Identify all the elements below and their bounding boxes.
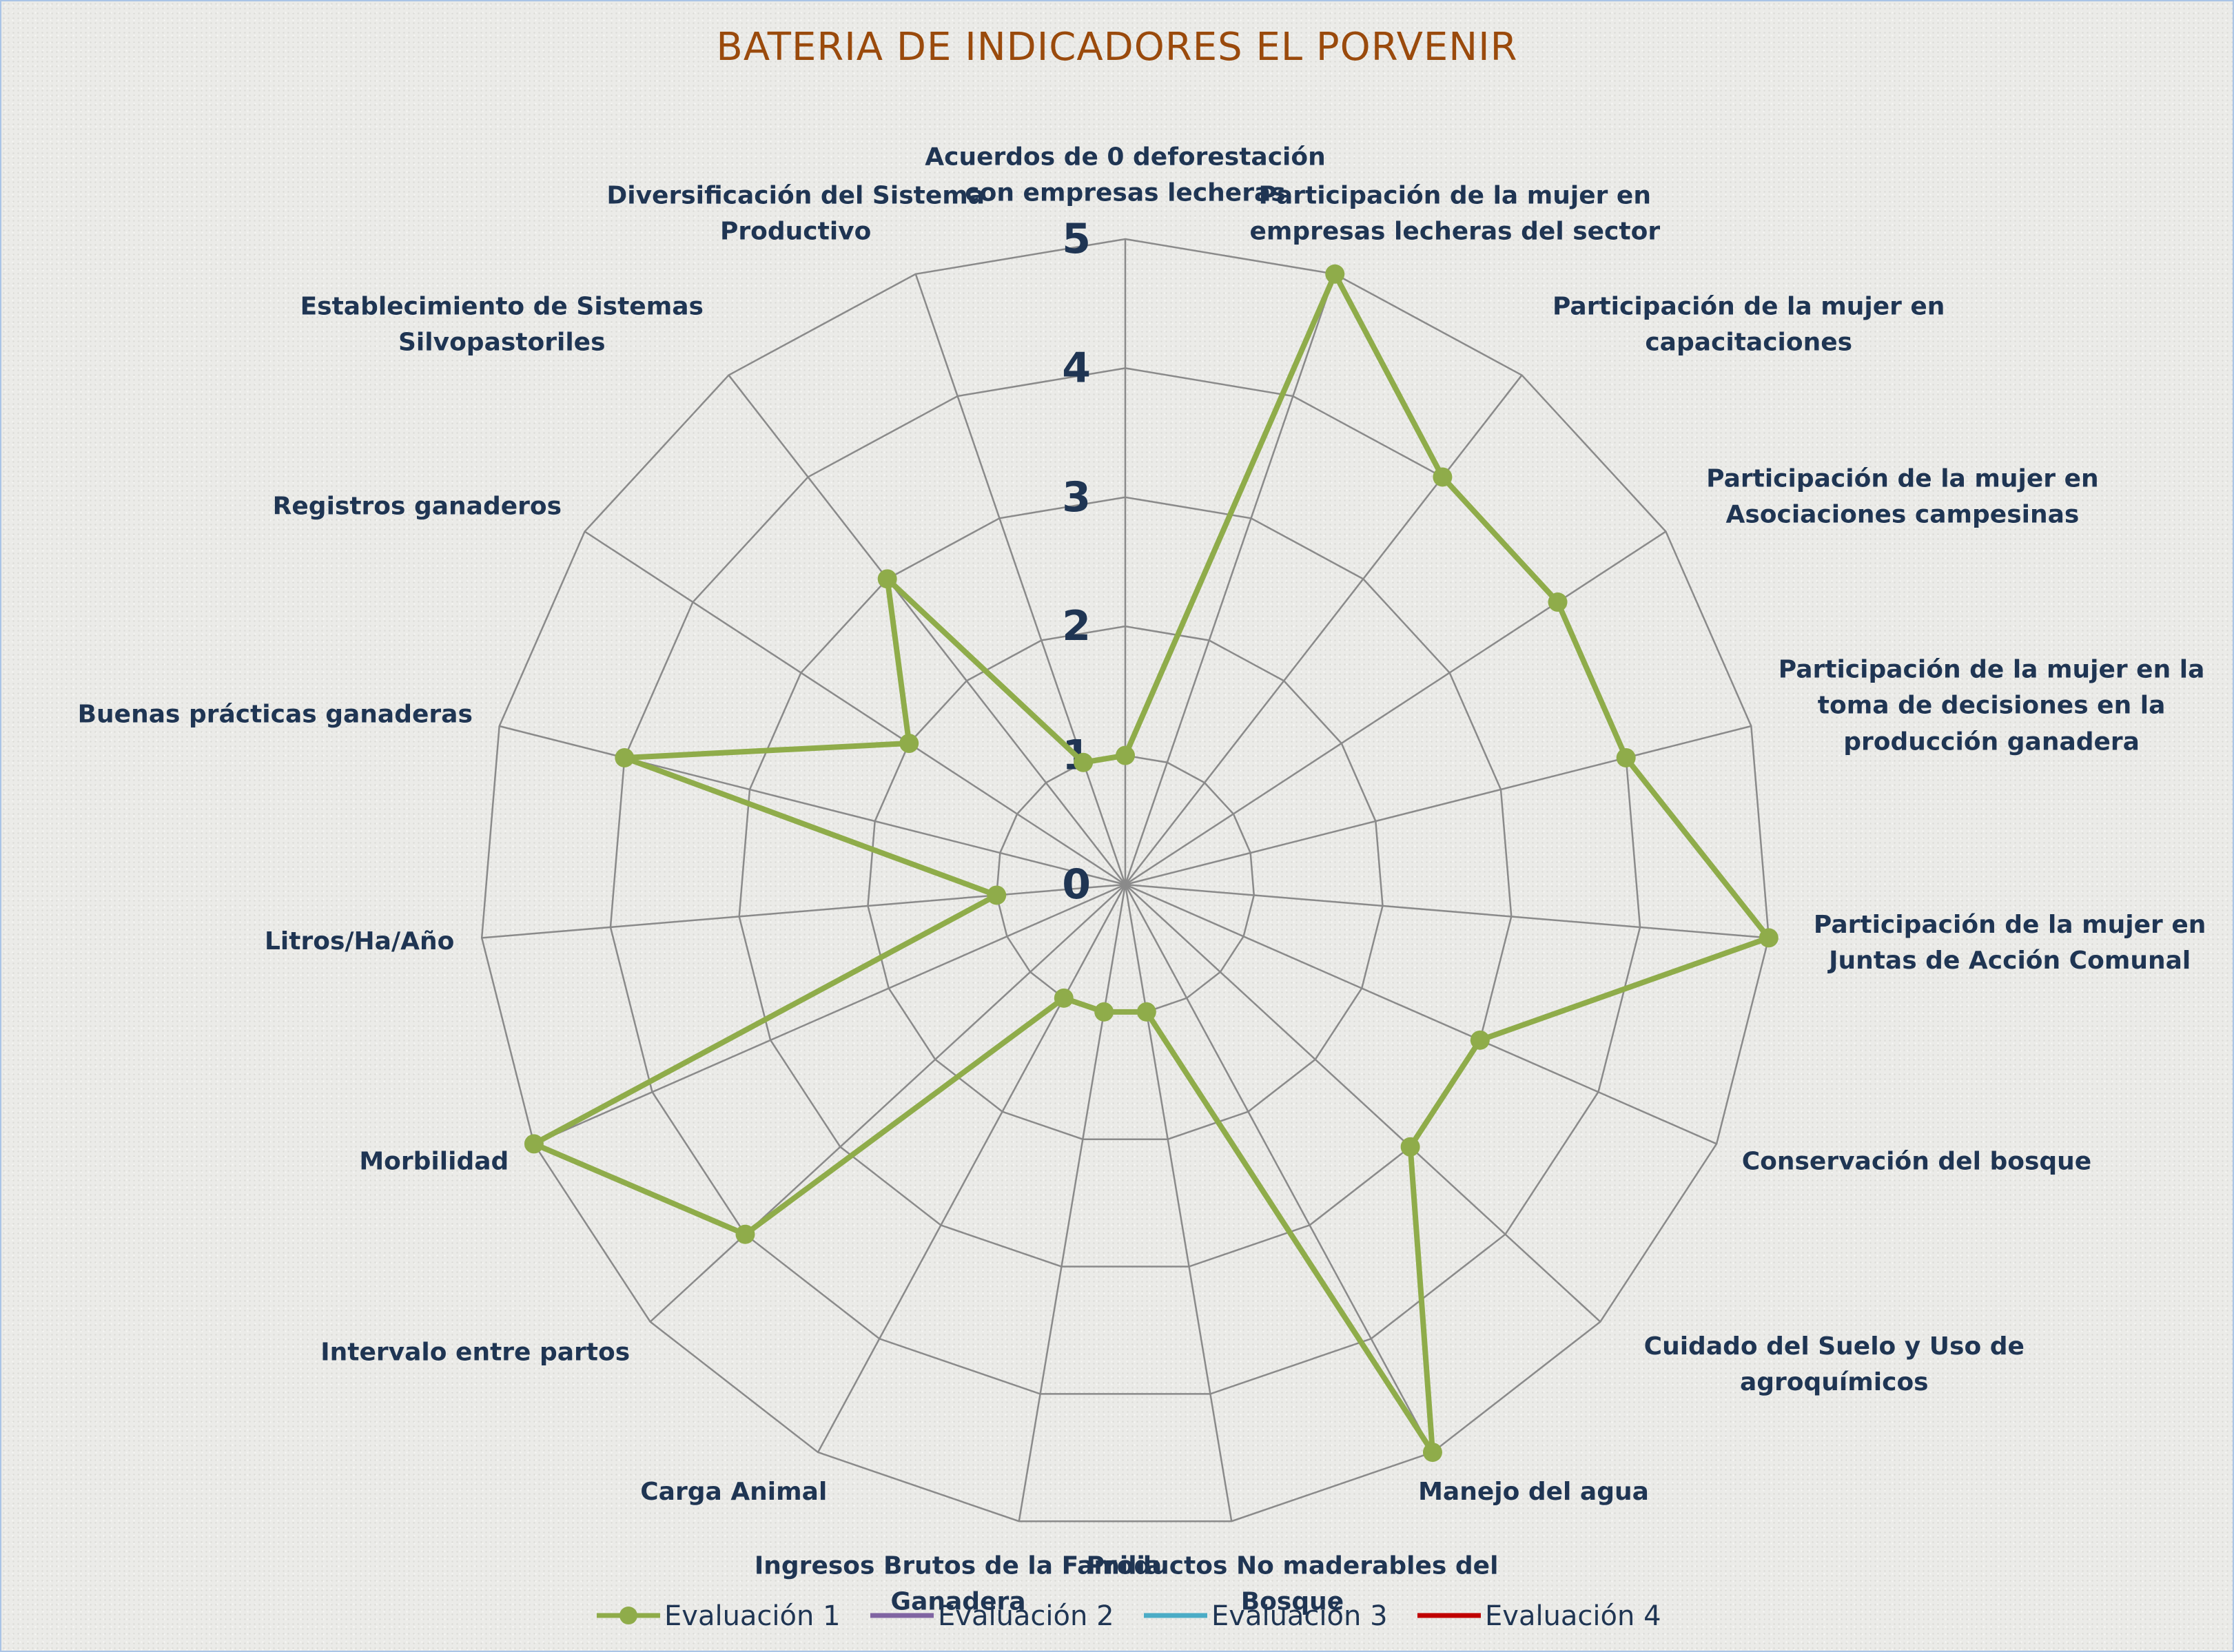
category-label: Cuidado del Suelo y Uso de agroquímicos bbox=[1643, 1332, 2025, 1397]
spoke bbox=[1018, 884, 1127, 1522]
marker bbox=[1548, 592, 1568, 612]
marker bbox=[1470, 1030, 1490, 1050]
r-tick-label: 2 bbox=[1062, 602, 1091, 650]
category-label: Litros/Ha/Año bbox=[264, 927, 455, 956]
spoke bbox=[649, 884, 1126, 1323]
category-label: Participación de la mujer en Asociacione… bbox=[1706, 464, 2099, 529]
r-tick-label: 4 bbox=[1062, 344, 1091, 392]
marker bbox=[1074, 752, 1094, 772]
category-label: Acuerdos de 0 deforestación con empresas… bbox=[925, 143, 1326, 207]
marker bbox=[524, 1134, 544, 1154]
category-label: Conservación del bosque bbox=[1741, 1147, 2092, 1176]
category-label: Productos No maderables del Bosque bbox=[1086, 1551, 1499, 1616]
category-label: Intervalo entre partos bbox=[320, 1338, 631, 1367]
spoke bbox=[1124, 273, 1336, 885]
chart-title: BATERIA DE INDICADORES EL PORVENIR bbox=[716, 25, 1518, 70]
marker bbox=[1759, 928, 1779, 948]
marker bbox=[1400, 1137, 1420, 1157]
marker bbox=[1325, 264, 1345, 284]
spoke bbox=[728, 374, 1126, 885]
marker bbox=[615, 747, 635, 767]
grid-ring bbox=[480, 238, 1770, 1522]
category-label: Participación de la mujer en Juntas de A… bbox=[1813, 910, 2206, 975]
spoke bbox=[1124, 884, 1434, 1453]
legend-label: Evaluación 1 bbox=[664, 1600, 841, 1632]
spoke bbox=[482, 883, 1126, 939]
marker bbox=[899, 734, 919, 754]
spoke bbox=[1125, 725, 1752, 886]
spoke bbox=[584, 530, 1126, 886]
spoke bbox=[1125, 884, 1601, 1323]
category-label: Manejo del agua bbox=[1418, 1478, 1649, 1507]
category-label: Morbilidad bbox=[359, 1147, 509, 1176]
legend-label: Evaluación 2 bbox=[938, 1600, 1114, 1632]
category-label: Participación de la mujer en empresas le… bbox=[1249, 181, 1661, 246]
series-line bbox=[531, 271, 1772, 1456]
category-label: Carga Animal bbox=[640, 1478, 828, 1507]
spoke bbox=[1125, 374, 1523, 885]
marker bbox=[735, 1224, 755, 1244]
spoke bbox=[1124, 884, 1233, 1522]
spoke bbox=[817, 884, 1127, 1453]
grid-ring bbox=[867, 625, 1384, 1140]
grid-ring bbox=[738, 496, 1513, 1268]
marker bbox=[987, 885, 1007, 905]
category-label: Establecimiento de Sistemas Silvopastori… bbox=[300, 292, 704, 357]
r-tick-label: 3 bbox=[1062, 473, 1091, 522]
spoke bbox=[914, 273, 1127, 885]
category-label: Buenas prácticas ganaderas bbox=[77, 700, 473, 729]
spoke bbox=[1125, 883, 1717, 1145]
spoke bbox=[1125, 883, 1769, 939]
category-label: Participación de la mujer en capacitacio… bbox=[1552, 292, 1945, 357]
spoke bbox=[533, 883, 1126, 1145]
spoke bbox=[499, 725, 1126, 886]
r-tick-label: 0 bbox=[1062, 860, 1091, 909]
category-label: Diversificación del Sistema Productivo bbox=[606, 181, 985, 246]
marker bbox=[1422, 1443, 1442, 1463]
category-label: Ingresos Brutos de la Familia Ganadera bbox=[754, 1551, 1162, 1616]
legend-label: Evaluación 4 bbox=[1485, 1600, 1661, 1632]
marker bbox=[1054, 988, 1074, 1008]
marker bbox=[1136, 1002, 1156, 1022]
category-label: Participación de la mujer en la toma de … bbox=[1778, 655, 2205, 756]
legend-marker bbox=[619, 1607, 637, 1624]
spoke bbox=[1125, 530, 1667, 886]
marker bbox=[1094, 1002, 1114, 1022]
marker bbox=[1116, 745, 1135, 765]
category-label: Registros ganaderos bbox=[272, 492, 562, 521]
marker bbox=[1433, 467, 1453, 487]
r-tick-label: 5 bbox=[1062, 215, 1091, 263]
legend-label: Evaluación 3 bbox=[1211, 1600, 1388, 1632]
marker bbox=[877, 569, 897, 589]
marker bbox=[1616, 747, 1636, 767]
